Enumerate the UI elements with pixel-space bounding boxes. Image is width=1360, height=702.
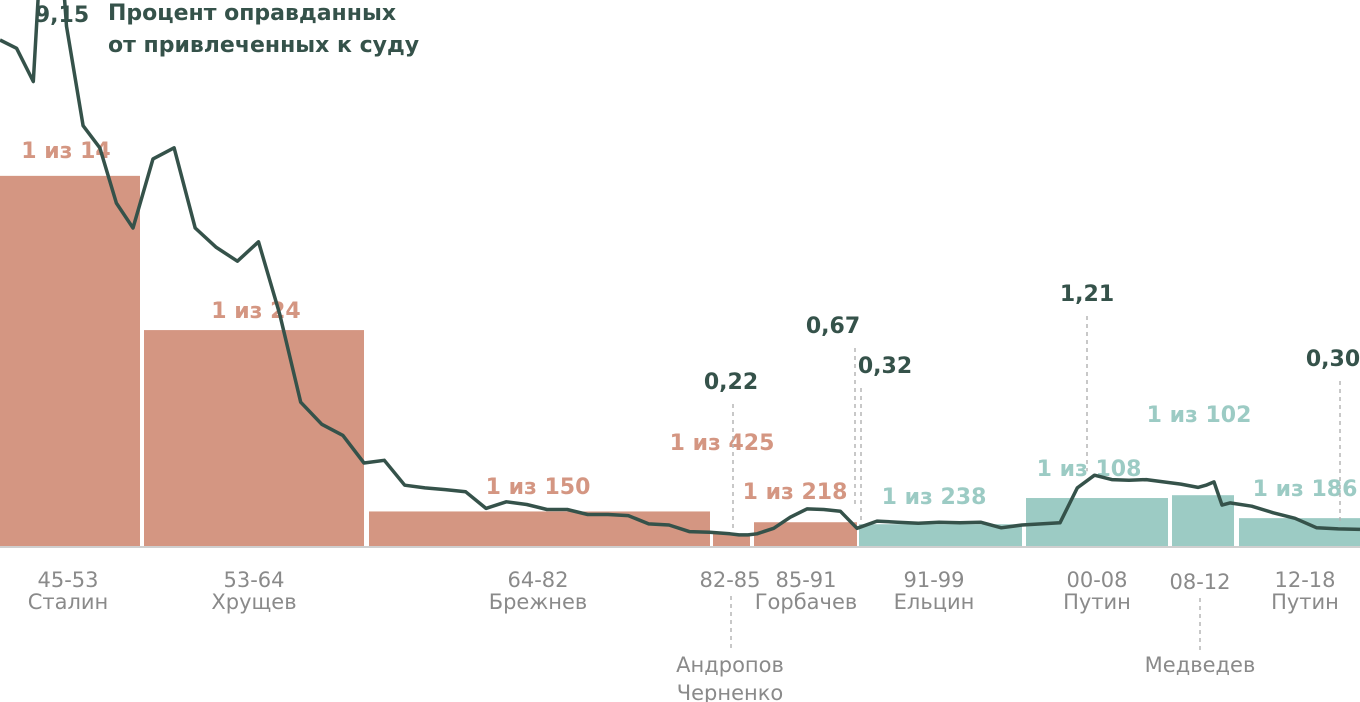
period-leader-53-64: Хрущев	[211, 590, 296, 614]
ratio-label-53-64: 1 из 24	[211, 299, 300, 324]
period-years-12-18: 12-18	[1274, 568, 1335, 592]
bar-91-99	[859, 524, 1022, 546]
period-leader-82-85-0: Андропов	[676, 653, 784, 677]
period-years-45-53: 45-53	[37, 568, 98, 592]
period-years-85-91: 85-91	[775, 568, 836, 592]
ratio-label-64-82: 1 из 150	[486, 475, 591, 500]
bar-12-18	[1239, 518, 1360, 546]
ratio-label-85-91: 1 из 218	[743, 480, 848, 505]
bar-64-82	[369, 511, 710, 546]
callout-label-1: 0,22	[704, 370, 758, 395]
ratio-label-08-12: 1 из 102	[1147, 403, 1252, 428]
bar-53-64	[144, 330, 364, 546]
ratio-label-12-18: 1 из 186	[1253, 477, 1358, 502]
callout-label-3: 0,32	[858, 354, 912, 379]
period-leader-91-99: Ельцин	[894, 590, 975, 614]
period-years-53-64: 53-64	[223, 568, 284, 592]
period-years-08-12: 08-12	[1169, 570, 1230, 594]
callout-label-0: 9,15	[35, 3, 89, 28]
bar-82-85	[713, 533, 750, 546]
chart-title-line-2: от привлеченных к суду	[108, 33, 419, 58]
ratio-label-91-99: 1 из 238	[882, 485, 987, 510]
callout-label-4: 1,21	[1060, 282, 1114, 307]
period-years-64-82: 64-82	[507, 568, 568, 592]
period-leader-82-85-1: Черненко	[677, 681, 784, 702]
period-leader-08-12: Медведев	[1145, 653, 1256, 677]
period-years-91-99: 91-99	[903, 568, 964, 592]
callout-labels: 9,15 0,22 0,67 0,32 1,21 0,30	[35, 3, 1360, 395]
period-leader-85-91: Горбачев	[755, 590, 858, 614]
chart-title-line-1: Процент оправданных	[108, 1, 396, 26]
bar-85-91	[754, 522, 857, 546]
callout-label-5: 0,30	[1306, 347, 1360, 372]
bar-45-53	[0, 175, 140, 547]
period-leader-00-08: Путин	[1063, 590, 1131, 614]
period-years-82-85: 82-85	[699, 568, 760, 592]
callout-leaders	[730, 316, 1341, 652]
period-leader-12-18: Путин	[1271, 590, 1339, 614]
callout-label-2: 0,67	[806, 314, 860, 339]
acquittal-rate-line	[0, 0, 1360, 537]
ratio-label-82-85: 1 из 425	[670, 431, 775, 456]
period-years-00-08: 00-08	[1066, 568, 1127, 592]
period-leader-64-82: Брежнев	[489, 590, 588, 614]
ratio-bars	[0, 175, 1360, 547]
period-leader-45-53: Сталин	[28, 590, 109, 614]
